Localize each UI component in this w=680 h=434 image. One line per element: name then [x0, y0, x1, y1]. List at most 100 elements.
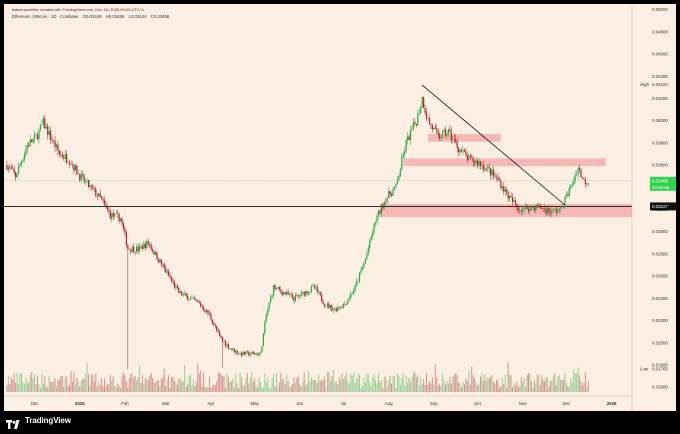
volume-bar	[430, 383, 432, 392]
candle	[450, 126, 452, 144]
volume-bar	[466, 380, 468, 392]
candle	[236, 349, 238, 356]
candle	[283, 291, 285, 296]
candle	[281, 290, 283, 297]
volume-bar	[552, 376, 554, 392]
candle	[170, 275, 173, 284]
symbol-name[interactable]: Ethereum / Bitcoin · 1D · Coinbase	[12, 14, 79, 19]
volume-bar	[99, 384, 101, 392]
volume-bar	[373, 374, 375, 392]
volume-bar	[509, 374, 511, 392]
level-price-tag: 0.03227	[650, 202, 676, 211]
volume-bar	[302, 381, 304, 392]
volume-bar	[210, 387, 212, 392]
candle	[188, 299, 190, 301]
candle	[207, 309, 209, 317]
volume-bar	[361, 385, 363, 392]
candle	[9, 163, 11, 172]
volume-bar	[344, 376, 346, 392]
volume-bar	[392, 376, 394, 392]
volume-bar	[478, 384, 480, 392]
tradingview-brand[interactable]: TradingView	[6, 414, 71, 429]
volume-bar	[112, 376, 114, 392]
candle	[195, 299, 197, 302]
candle	[506, 187, 508, 195]
candle	[130, 249, 132, 255]
volume-bar	[149, 375, 151, 392]
candle	[558, 207, 560, 215]
volume-bar	[306, 383, 308, 392]
volume-bar	[204, 387, 206, 392]
volume-bar	[42, 383, 44, 392]
volume-bar	[576, 373, 578, 392]
volume-bar	[111, 379, 113, 392]
high-label: High	[640, 82, 650, 87]
time-tick-label: Dec	[563, 401, 572, 406]
volume-bar	[586, 386, 588, 392]
candle	[399, 167, 401, 178]
candle	[251, 350, 253, 355]
candle	[128, 247, 130, 251]
volume-bar	[10, 377, 12, 392]
candle	[149, 242, 151, 248]
volume-bar	[16, 373, 18, 392]
candle	[153, 250, 155, 256]
volume-bar	[567, 386, 569, 392]
volume-bar	[415, 376, 417, 392]
volume-bar	[420, 377, 422, 392]
volume-bar	[185, 387, 187, 392]
volume-bar	[408, 377, 410, 392]
candle	[178, 286, 180, 294]
price-tick-label: 0.03000	[652, 229, 668, 234]
volume-bar	[238, 387, 240, 392]
volume-bar	[182, 381, 184, 392]
volume-bar	[195, 381, 197, 392]
volume-bar	[395, 387, 397, 392]
volume-bar	[153, 382, 155, 392]
volume-bar	[277, 387, 279, 392]
candle	[523, 205, 525, 214]
ohlc-close: C0.03458	[150, 14, 170, 19]
volume-bar	[525, 386, 527, 392]
candle	[519, 208, 521, 215]
volume-bar	[570, 377, 572, 392]
resistance-zone[interactable]	[428, 133, 501, 142]
volume-bar	[80, 381, 82, 392]
volume-bar	[258, 377, 260, 392]
candle	[152, 246, 154, 254]
candle	[491, 165, 493, 180]
price-chart[interactable]: 0.05000 0.04800 0.04600 0.04400 0.04200 0.040…	[4, 4, 676, 411]
candle	[291, 292, 294, 300]
candle	[312, 283, 314, 287]
candle	[182, 292, 184, 298]
candle	[226, 342, 228, 349]
volume-bar	[529, 374, 531, 392]
volume-bar	[251, 372, 253, 392]
resistance-zone[interactable]	[403, 158, 606, 167]
candle	[216, 325, 218, 333]
volume-bar	[207, 387, 209, 392]
candle	[173, 279, 176, 290]
candle	[549, 208, 552, 218]
volume-bar	[453, 375, 455, 392]
volume-bar	[48, 375, 50, 392]
descending-trendline[interactable]	[421, 84, 566, 206]
candle	[184, 290, 186, 296]
volume-bar	[55, 385, 57, 392]
symbol-legend: Ethereum / Bitcoin · 1D · Coinbase O0.03…	[12, 14, 172, 19]
candle	[16, 171, 18, 179]
candle	[232, 348, 234, 351]
candle	[144, 241, 146, 252]
volume-bar	[286, 374, 288, 392]
volume-bar	[152, 377, 154, 392]
volume-bar	[25, 377, 27, 392]
time-axis[interactable]: Dec 2025 Feb Mar Apr May Jun Jul Aug Sep Oct Nov Dec…	[4, 395, 632, 406]
candle	[380, 204, 382, 218]
resistance-zone[interactable]	[379, 203, 632, 218]
volume-bar	[159, 386, 161, 392]
volume-bar	[171, 377, 173, 392]
volume-bar	[504, 374, 506, 392]
volume-bar	[275, 373, 277, 392]
candle	[294, 292, 297, 303]
volume-bar	[325, 387, 327, 392]
